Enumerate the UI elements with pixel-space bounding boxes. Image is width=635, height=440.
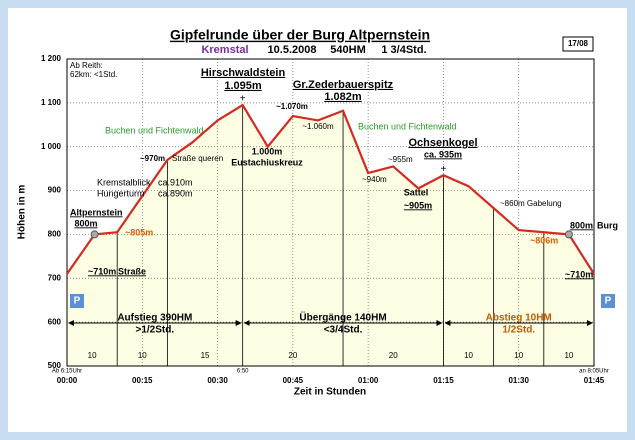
- annotation: 800m: [570, 220, 593, 230]
- note: Ab Reith:: [70, 61, 103, 70]
- annotation: Gr.Zederbauerspitz: [293, 79, 394, 91]
- annotation: 800m: [74, 218, 97, 228]
- annotation: ~710m: [565, 269, 593, 279]
- segment-label: 10: [88, 351, 97, 360]
- x-tick-label: 00:45: [283, 376, 304, 385]
- subtitle: 10.5.2008: [268, 44, 317, 56]
- x-tick-label: 00:00: [57, 376, 78, 385]
- annotation: Sattel: [404, 187, 429, 197]
- annotation: ~955m: [388, 155, 413, 164]
- annotation: ~710m: [88, 266, 116, 276]
- y-tick-label: 1 100: [41, 98, 62, 107]
- annotation: Ochsenkogel: [408, 137, 477, 149]
- annotation: ca.890m: [158, 188, 193, 198]
- annotation: ~1.070m: [276, 102, 308, 111]
- subtitle: 540HM: [330, 44, 365, 56]
- subtitle: 1 3/4Std.: [381, 44, 426, 56]
- y-tick-label: 1 000: [41, 142, 62, 151]
- y-tick-label: 800: [48, 230, 62, 239]
- annotation: Hirschwaldstein: [201, 67, 286, 79]
- y-tick-label: 1 200: [41, 54, 62, 63]
- annotation: Buchen und Fichtenwald: [358, 121, 457, 131]
- segment-label: 10: [564, 351, 573, 360]
- plot-frame: [66, 58, 595, 367]
- summit-cross: +: [441, 164, 447, 175]
- segment-label: 15: [201, 351, 210, 360]
- parking: [601, 294, 615, 308]
- segment-label: 20: [389, 351, 398, 360]
- annotation: ~940m: [362, 175, 387, 184]
- chart-title: Gipfelrunde über der Burg Altpernstein: [170, 27, 430, 43]
- segment-label: 20: [288, 351, 297, 360]
- y-tick-label: 700: [48, 273, 62, 282]
- annotation: Hungerturm: [97, 188, 145, 198]
- annotation: Kremstalblick: [97, 177, 151, 187]
- annotation: ~805m: [125, 227, 153, 237]
- profile-line: [66, 103, 595, 275]
- annotation: 1.082m: [324, 91, 362, 103]
- segment-label: 10: [138, 351, 147, 360]
- badge: 17/08: [568, 39, 589, 48]
- area: [67, 105, 594, 367]
- phase-label: Aufstieg 390HM: [117, 313, 192, 324]
- annotation: Altpernstein: [70, 207, 123, 217]
- segment-label: 10: [514, 351, 523, 360]
- x-tick-label: 01:45: [584, 376, 605, 385]
- x-tick-label: 01:30: [508, 376, 529, 385]
- annotation: 1.095m: [224, 80, 262, 92]
- annotation: ca.910m: [158, 177, 193, 187]
- annotation: ~806m: [530, 235, 558, 245]
- y-axis-label: Höhen in m: [17, 185, 28, 240]
- x-tick-label: 00:15: [132, 376, 153, 385]
- annotation: ca. 935m: [424, 149, 462, 159]
- annotation: ~1.060m: [302, 122, 334, 131]
- annotation: Straße queren: [172, 154, 223, 163]
- annotation: P: [605, 296, 612, 307]
- note: 62km: <1Std.: [70, 70, 117, 79]
- subtitle: Kremstal: [201, 44, 248, 56]
- annotation: Straße: [118, 266, 146, 276]
- annotation: ~970m: [140, 154, 165, 163]
- y-tick-label: 600: [48, 317, 62, 326]
- badge-box: [562, 36, 594, 52]
- phase-label: Abstieg 10HM: [486, 313, 552, 324]
- annotation: Buchen und Fichtenwald: [105, 125, 204, 135]
- y-tick-label: 500: [48, 361, 62, 370]
- annotation: Burg: [597, 220, 618, 230]
- y-tick-label: 900: [48, 186, 62, 195]
- phase-label: <3/4Std.: [324, 325, 363, 336]
- waypoint: [564, 230, 573, 239]
- x-tick-label: 00:30: [207, 376, 228, 385]
- time-label: Ab 6:15Uhr: [52, 369, 82, 375]
- annotation: P: [74, 296, 81, 307]
- x-tick-label: 01:00: [358, 376, 379, 385]
- x-tick-label: 01:15: [433, 376, 454, 385]
- phase-label: 1/2Std.: [502, 325, 535, 336]
- annotation: ~860m Gabelung: [500, 199, 562, 208]
- annotation: Eustachiuskreuz: [231, 157, 303, 167]
- waypoint: [90, 230, 99, 239]
- time-label: 6:50: [237, 369, 249, 375]
- annotation: ~905m: [404, 200, 432, 210]
- annotation: 1.000m: [252, 146, 283, 156]
- parking: [70, 294, 84, 308]
- time-label: an 8:05Uhr: [579, 369, 609, 375]
- phase-label: >1/2Std.: [136, 325, 175, 336]
- segment-label: 10: [464, 351, 473, 360]
- phase-label: Übergänge 140HM: [299, 311, 386, 324]
- x-axis-label: Zeit in Stunden: [294, 387, 366, 398]
- summit-cross: +: [240, 94, 246, 105]
